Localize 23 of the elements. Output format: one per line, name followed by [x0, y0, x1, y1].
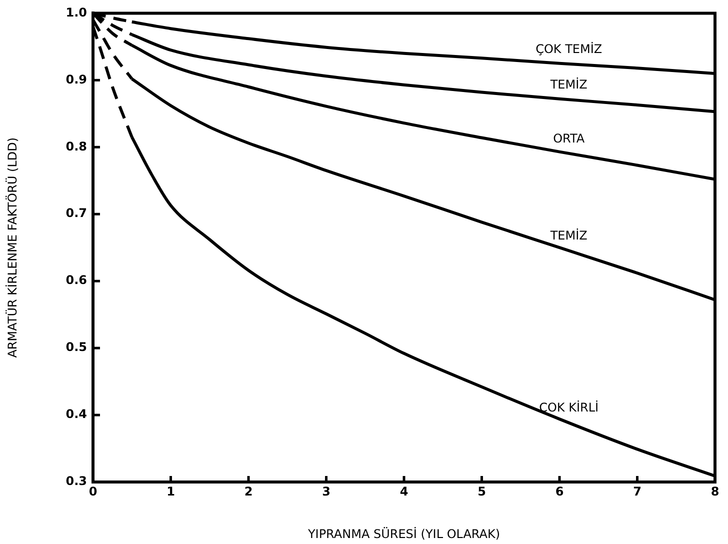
- x-tick-label: 1: [166, 484, 175, 498]
- y-tick-label: 0.9: [66, 72, 87, 86]
- x-tick-label: 4: [400, 484, 408, 498]
- x-tick-label: 8: [710, 484, 720, 498]
- series-label: TEMİZ: [549, 78, 588, 92]
- x-tick-label: 5: [478, 484, 486, 498]
- x-tick-label: 2: [244, 484, 253, 498]
- y-tick-label: 0.4: [66, 407, 87, 422]
- x-tick-label: 6: [555, 484, 564, 498]
- y-tick-label: 1.0: [66, 5, 87, 20]
- series-label: TEMİZ: [549, 228, 588, 243]
- y-tick-label: 0.8: [66, 139, 87, 154]
- x-axis-title: YIPRANMA SÜRESİ (YIL OLARAK): [306, 526, 500, 541]
- x-tick-label: 3: [322, 484, 330, 498]
- y-tick-label: 0.6: [66, 273, 87, 288]
- y-tick-label: 0.3: [66, 474, 87, 488]
- y-axis-title: ARMATÜR KİRLENME FAKTÖRÜ (LDD): [5, 137, 20, 358]
- series-label: ORTA: [553, 131, 586, 146]
- x-tick-label: 0: [88, 484, 98, 498]
- y-tick-label: 0.7: [66, 206, 87, 220]
- y-tick-label: 0.5: [66, 340, 87, 354]
- series-label: ÇOK TEMİZ: [536, 42, 602, 56]
- x-tick-label: 7: [633, 484, 642, 498]
